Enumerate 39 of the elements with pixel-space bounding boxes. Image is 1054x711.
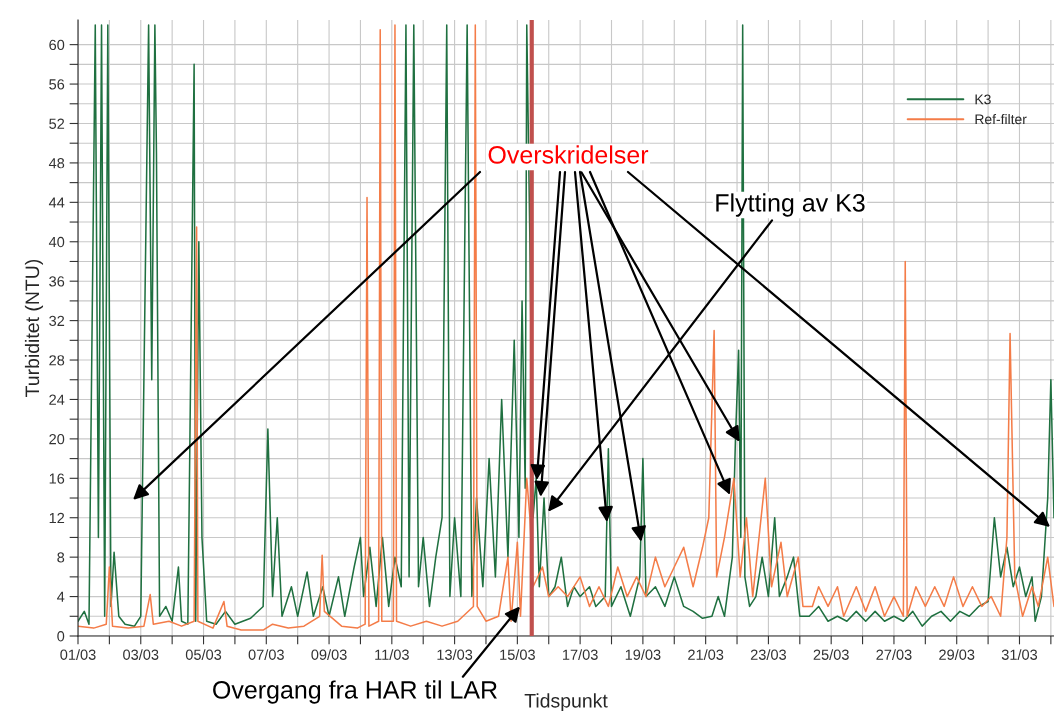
x-tick-label: 17/03: [562, 649, 598, 660]
x-tick-label: 23/03: [750, 649, 787, 660]
x-tick-label: 03/03: [123, 649, 159, 660]
y-tick-label: 56: [49, 79, 65, 90]
y-tick-label: 40: [48, 236, 65, 248]
x-tick-label: 25/03: [813, 649, 849, 660]
y-tick-label: 52: [49, 118, 65, 129]
x-tick-label: 07/03: [248, 649, 284, 660]
x-tick-label: 09/03: [311, 649, 347, 660]
x-tick-label: 05/03: [185, 649, 222, 660]
y-tick-label: 24: [49, 394, 65, 405]
y-tick-label: 20: [49, 433, 65, 445]
y-tick-label: 44: [48, 197, 65, 208]
x-tick-label: 15/03: [500, 649, 535, 660]
x-tick-label: 11/03: [375, 649, 409, 660]
x-tick-label: 27/03: [876, 649, 912, 660]
y-tick-label: 36: [49, 276, 65, 287]
legend-label: K3: [975, 94, 991, 105]
x-tick-label: 19/03: [625, 649, 661, 660]
x-tick-label: 13/03: [437, 649, 473, 660]
y-tick-label: 12: [49, 512, 65, 524]
x-tick-label: 29/03: [939, 649, 975, 660]
y-tick-label: 32: [49, 315, 65, 327]
y-tick-label: 28: [49, 355, 65, 366]
y-tick-label: 60: [49, 39, 65, 51]
legend-label: Ref-filter: [975, 113, 1027, 125]
x-tick-label: 31/03: [1001, 649, 1038, 660]
x-axis-title: Tidspunkt: [524, 693, 608, 711]
y-tick-label: 48: [48, 158, 65, 169]
annotation: Flytting av K3: [716, 193, 865, 217]
annotation: Overgang fra HAR til LAR: [213, 680, 497, 704]
y-tick-label: 16: [49, 473, 65, 484]
y-tick-label: 0: [57, 631, 65, 642]
x-tick-label: 21/03: [688, 649, 724, 660]
x-tick-label: 01/03: [60, 649, 96, 660]
y-tick-label: 8: [57, 552, 65, 563]
y-tick-label: 4: [57, 591, 65, 602]
annotation: Overskridelser: [488, 145, 649, 164]
y-axis-title: Turbiditet (NTU): [24, 259, 44, 397]
